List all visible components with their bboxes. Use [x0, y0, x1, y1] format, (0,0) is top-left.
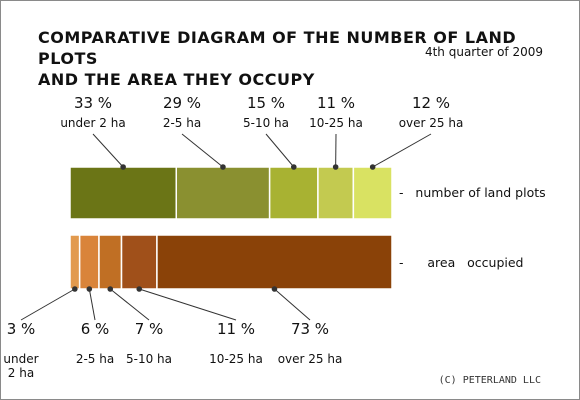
- category-label-area-0-line1: 2 ha: [8, 366, 34, 380]
- value-label-plots-1: 29 %: [163, 94, 201, 112]
- leader-line-area-0: [20, 288, 76, 321]
- leader-dot-plots-3: [332, 164, 339, 170]
- leader-line-plots-1: [181, 133, 224, 168]
- leader-line-area-4: [274, 288, 311, 321]
- legend-label-plots: - number of land plots: [399, 185, 546, 200]
- leader-line-area-3: [139, 288, 237, 321]
- category-label-plots-0: under 2 ha: [60, 116, 125, 130]
- leader-dot-plots-2: [290, 164, 297, 170]
- bar-segment-area-0: [69, 234, 81, 290]
- chart-title-line2: AND THE AREA THEY OCCUPY: [38, 70, 315, 89]
- category-label-plots-3: 10-25 ha: [309, 116, 363, 130]
- category-label-plots-2: 5-10 ha: [243, 116, 289, 130]
- bar-segment-area-1: [78, 234, 100, 290]
- value-label-area-1: 6 %: [81, 320, 110, 338]
- value-label-plots-4: 12 %: [412, 94, 450, 112]
- value-label-area-4: 73 %: [291, 320, 329, 338]
- leader-dot-area-3: [136, 286, 143, 292]
- chart-subtitle: 4th quarter of 2009: [424, 45, 543, 59]
- category-label-plots-4: over 25 ha: [399, 116, 464, 130]
- leader-dot-area-4: [271, 286, 278, 292]
- leader-line-area-1: [88, 288, 96, 321]
- leader-line-plots-0: [92, 133, 124, 168]
- category-label-area-4: over 25 ha: [278, 352, 343, 366]
- value-label-plots-3: 11 %: [317, 94, 355, 112]
- value-label-area-3: 11 %: [217, 320, 255, 338]
- leader-dot-area-1: [86, 286, 93, 292]
- value-label-area-2: 7 %: [135, 320, 164, 338]
- bar-segment-plots-1: [175, 166, 271, 220]
- leader-dot-plots-1: [220, 164, 226, 170]
- bar-segment-area-3: [120, 234, 158, 290]
- leader-dot-area-0: [72, 286, 78, 292]
- bar-segment-plots-0: [69, 166, 178, 220]
- bar-segment-plots-3: [317, 166, 355, 220]
- category-label-plots-1: 2-5 ha: [163, 116, 201, 130]
- value-label-plots-0: 33 %: [74, 94, 112, 112]
- leader-line-area-2: [109, 288, 150, 321]
- category-label-area-0: under: [3, 352, 38, 366]
- bar-segment-plots-4: [352, 166, 393, 220]
- category-label-area-2: 5-10 ha: [126, 352, 172, 366]
- copyright-credit: (C) PETERLAND LLC: [438, 375, 541, 386]
- leader-dot-plots-0: [120, 164, 126, 170]
- bar-segment-area-4: [156, 234, 393, 290]
- leader-line-plots-2: [265, 133, 295, 168]
- leader-line-plots-4: [372, 133, 432, 168]
- value-label-plots-2: 15 %: [247, 94, 285, 112]
- legend-label-area: - area occupied: [399, 255, 524, 270]
- value-label-area-0: 3 %: [7, 320, 36, 338]
- chart-title: COMPARATIVE DIAGRAM OF THE NUMBER OF LAN…: [38, 27, 579, 90]
- leader-dot-plots-4: [369, 164, 376, 170]
- leader-dot-area-2: [107, 286, 114, 292]
- chart-title-line1: COMPARATIVE DIAGRAM OF THE NUMBER OF LAN…: [38, 28, 517, 68]
- bar-segment-area-2: [98, 234, 123, 290]
- category-label-area-3: 10-25 ha: [209, 352, 263, 366]
- category-label-area-1: 2-5 ha: [76, 352, 114, 366]
- bar-segment-plots-2: [268, 166, 319, 220]
